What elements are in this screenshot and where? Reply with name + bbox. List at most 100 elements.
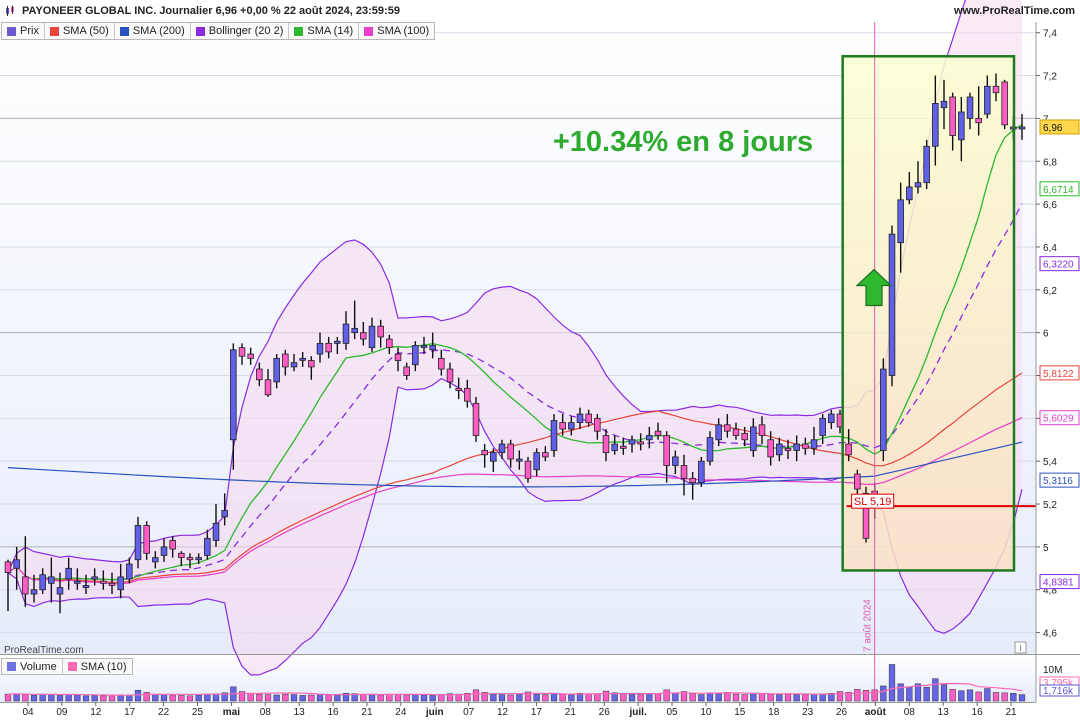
event-label: 7 août 2024: [863, 599, 874, 652]
candle-body: [143, 525, 150, 554]
x-tick-label: 25: [192, 707, 204, 718]
legend-swatch: [7, 26, 16, 36]
candle-body: [507, 443, 514, 460]
legend-swatch: [195, 26, 205, 36]
x-tick-label: 21: [565, 707, 577, 718]
candle-body: [186, 557, 194, 561]
volume-bar: [602, 690, 610, 702]
candle-body: [654, 430, 662, 436]
volume-bar: [862, 690, 870, 702]
volume-bar: [39, 693, 46, 702]
candle-body: [394, 353, 402, 361]
volume-bar: [880, 685, 887, 702]
candle-body: [204, 537, 211, 556]
x-tick-label: juin: [425, 707, 444, 718]
candle-body: [412, 345, 419, 366]
y-tick-label: 5,2: [1043, 500, 1057, 511]
price-label-box: [1039, 181, 1080, 197]
price-label-box: [1039, 574, 1080, 590]
volume-bar: [368, 693, 376, 702]
legend-item[interactable]: SMA (200): [115, 23, 191, 39]
legend-item[interactable]: Prix: [2, 23, 45, 39]
candles: [4, 73, 1026, 614]
candle-body: [663, 435, 670, 466]
candle-body: [932, 103, 939, 147]
candle-body: [897, 199, 904, 244]
volume-bar: [108, 694, 116, 702]
volume-bar: [204, 694, 211, 702]
candle-body: [498, 443, 506, 454]
y-tick-label: 6,2: [1043, 286, 1057, 297]
legend-swatch: [7, 662, 16, 671]
volume-bar: [654, 693, 662, 702]
candle-body: [39, 574, 46, 591]
sma-200-line: [7, 441, 1023, 488]
price-label: 5,8122: [1043, 369, 1074, 380]
volume-bar: [290, 694, 298, 702]
watermark: ProRealTime.com: [4, 645, 84, 656]
y-tick-label: 4,6: [1043, 629, 1057, 640]
legend-item[interactable]: Bollinger (20 2): [191, 23, 290, 39]
candle-body: [368, 325, 376, 349]
volume-bar: [134, 690, 142, 702]
legend-item[interactable]: SMA (14): [289, 23, 360, 39]
candle-body: [724, 424, 731, 432]
candle-body: [602, 435, 610, 454]
candle-body: [940, 100, 948, 109]
x-tick-label: 15: [734, 707, 746, 718]
volume-bar: [481, 692, 488, 702]
volume-bar: [299, 695, 306, 702]
candle-body: [273, 357, 280, 383]
candle-body: [516, 458, 523, 462]
volume-bar: [308, 694, 315, 702]
candle-body: [793, 443, 800, 451]
volume-bar: [1001, 692, 1008, 702]
chart-title: PAYONEER GLOBAL INC. Journalier 6,96 +0,…: [22, 5, 400, 17]
annotations: 7 août 2024 SL 5,19 +10.34% en 8 jours: [553, 22, 1036, 702]
candle-body: [481, 450, 488, 456]
candle-body: [472, 402, 480, 436]
legend-item[interactable]: Volume: [2, 659, 63, 674]
price-label: 6,96: [1043, 123, 1063, 134]
price-label-box: [1039, 410, 1080, 426]
candle-body: [732, 428, 740, 436]
candle-body: [758, 424, 766, 436]
up-arrow-icon: [855, 268, 893, 307]
site-link[interactable]: www.ProRealTime.com: [953, 5, 1075, 17]
volume-bar: [767, 693, 774, 702]
candle-body: [819, 417, 826, 436]
candle-body: [767, 439, 774, 458]
candle-body: [464, 387, 471, 402]
volume-bar: [585, 693, 592, 702]
volume-bar: [247, 693, 254, 702]
volume-bar: [178, 695, 185, 702]
candle-body: [195, 557, 202, 561]
volume-bar: [940, 684, 948, 702]
volume-bar: [828, 693, 835, 702]
volume-bar: [620, 693, 627, 702]
volume-bar: [836, 691, 844, 702]
volume-bar: [810, 693, 818, 702]
x-tick-label: 23: [802, 707, 814, 718]
candle-body: [854, 473, 861, 490]
volume-bar: [542, 694, 549, 702]
candle-body: [316, 342, 324, 355]
legend-item[interactable]: SMA (100): [359, 23, 434, 39]
volume-bar: [490, 693, 497, 702]
candle-body: [949, 96, 956, 136]
legend-item[interactable]: SMA (50): [45, 23, 115, 39]
legend-item[interactable]: SMA (10): [63, 659, 132, 674]
price-label: 6,3220: [1043, 260, 1074, 271]
candle-body: [377, 325, 384, 338]
y-tick-label: 6,8: [1043, 157, 1057, 168]
volume-bar: [282, 693, 289, 702]
x-tick-label: 08: [260, 707, 272, 718]
candle-body: [1001, 81, 1008, 126]
x-tick-label: 22: [158, 707, 170, 718]
candle-body: [247, 353, 254, 359]
y-tick-label: 6,6: [1043, 200, 1057, 211]
candle-body: [438, 357, 445, 370]
volume-bar: [160, 694, 168, 702]
volume-bar: [498, 694, 506, 702]
volume-label: 1,716k: [1043, 686, 1074, 697]
